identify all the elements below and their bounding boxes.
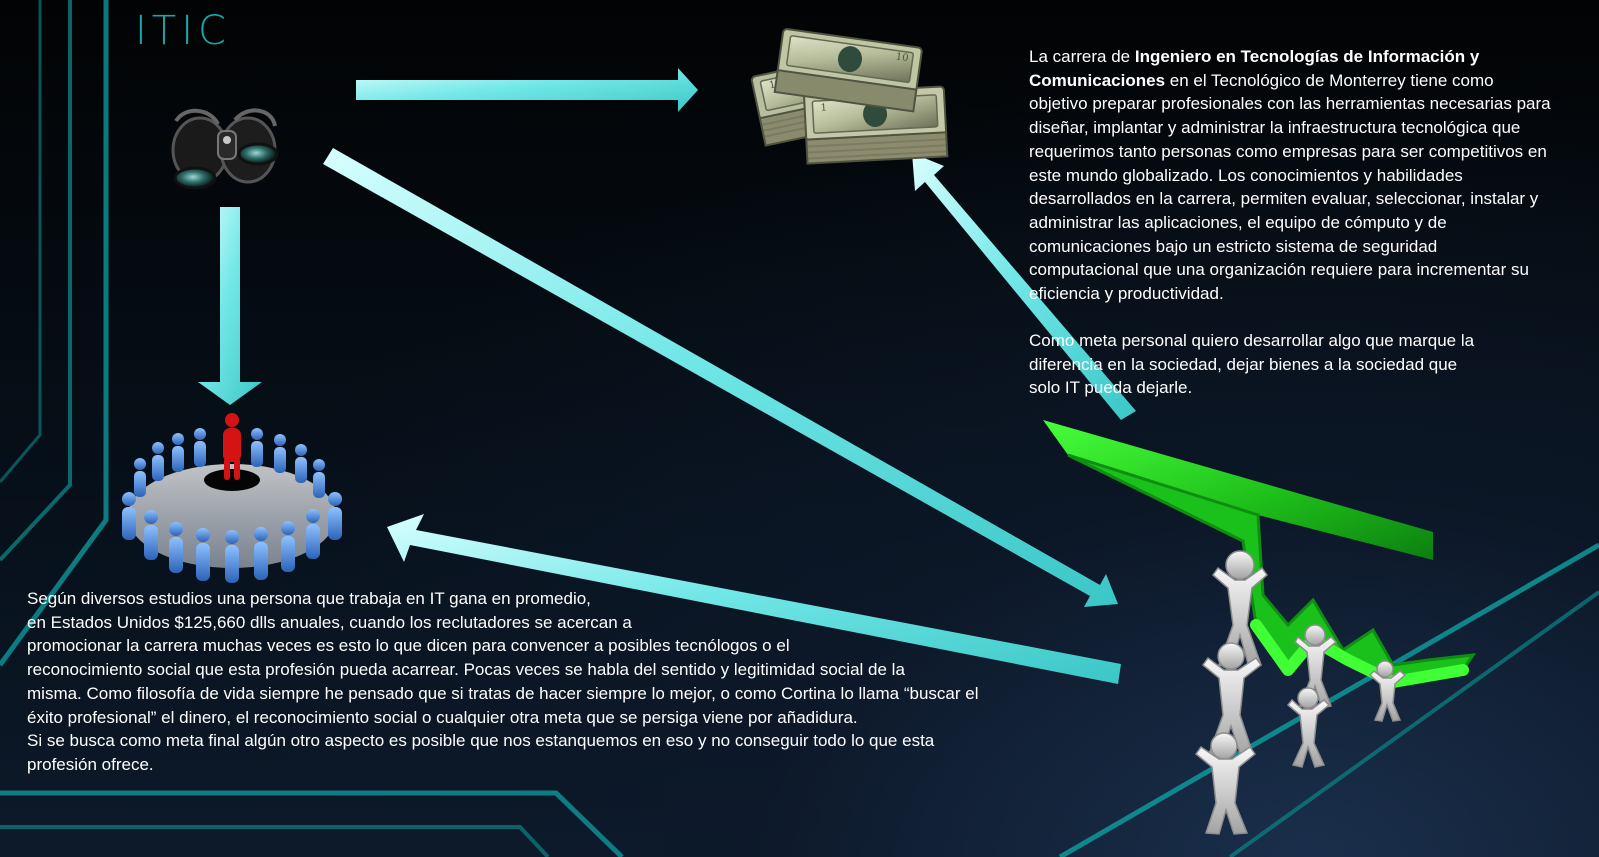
svg-text:10: 10 [895, 51, 909, 64]
circuit-line-5 [0, 825, 550, 857]
binoculars-icon [171, 108, 279, 190]
career-description-body: en el Tecnológico de Monterrey tiene com… [1029, 70, 1551, 304]
career-description-intro: La carrera de [1029, 47, 1135, 66]
career-name: Ingeniero en Tecnologías de Información … [1029, 47, 1480, 90]
slide-title: ITIC [135, 8, 231, 54]
circuit-line-1 [0, 0, 109, 667]
personal-goal-text: Como meta personal quiero desarrollar al… [1029, 331, 1475, 398]
circuit-line-3 [0, 0, 42, 483]
crowd-leader-icon [122, 413, 342, 583]
crowd-people [122, 428, 342, 583]
money-stack-icon: 10 1 10 [750, 28, 949, 165]
leader-figure [223, 413, 241, 480]
svg-text:1: 1 [820, 103, 827, 114]
arrow-binoculars-to-success [323, 148, 1118, 607]
salary-reflection-text: Según diversos estudios una persona que … [27, 589, 979, 774]
arrow-binoculars-to-money [356, 68, 698, 112]
circuit-line-4 [0, 790, 624, 857]
career-description: La carrera de Ingeniero en Tecnologías d… [1029, 45, 1589, 306]
arrow-binoculars-to-people [198, 207, 262, 405]
circuit-line-2 [0, 0, 72, 562]
team-lifting-chart-icon [1043, 420, 1477, 835]
